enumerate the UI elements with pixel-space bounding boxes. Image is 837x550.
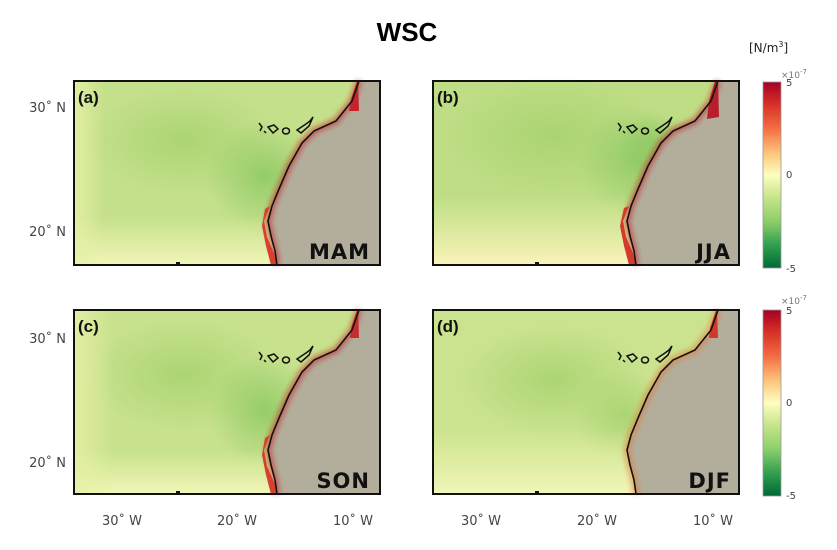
units-label: [N/m3] [749,40,788,55]
xtick-10w-right: 10˚ W [693,513,733,529]
xtick-20w-left: 20˚ W [217,513,257,529]
cb-tick-0: 0 [786,170,792,181]
panel-label-c: (c) [78,317,99,336]
canary-islands [617,116,673,135]
cb-tick-0: 0 [786,398,792,409]
colorbar-multiplier: ×10-7 [781,68,807,81]
season-label-jja: JJA [694,240,731,264]
canary-islands [258,116,314,135]
season-label-djf: DJF [688,469,731,493]
cb-tick-5: 5 [786,306,792,317]
xtick-10w-left: 10˚ W [333,513,373,529]
xtick-30w-right: 30˚ W [461,513,501,529]
panel-label-b: (b) [437,88,459,107]
panel-label-a: (a) [78,88,99,107]
ytick-30n-bottom: 30˚ N [29,331,66,347]
ytick-30n-top: 30˚ N [29,100,66,116]
xtick-20w-right: 20˚ W [577,513,617,529]
panel-mam [73,79,381,266]
ytick-20n-top: 20˚ N [29,224,66,240]
figure-title: WSC [377,17,438,47]
panel-label-d: (d) [437,317,459,336]
cb-tick-5: 5 [786,78,792,89]
xtick-30w-left: 30˚ W [102,513,142,529]
canary-islands [258,345,314,364]
colorbar-multiplier: ×10-7 [781,294,807,307]
panel-son [73,308,381,495]
panel-jja [432,76,740,266]
season-label-mam: MAM [309,240,370,264]
cb-tick-minus5: -5 [786,264,796,275]
colorbar-top: ×10-7 5 0 -5 [762,68,807,275]
ytick-20n-bottom: 20˚ N [29,455,66,471]
panel-djf [432,308,740,495]
season-label-son: SON [316,469,370,493]
colorbar-bottom: ×10-7 5 0 -5 [762,294,807,502]
cb-tick-minus5: -5 [786,491,796,502]
canary-islands [617,345,673,364]
